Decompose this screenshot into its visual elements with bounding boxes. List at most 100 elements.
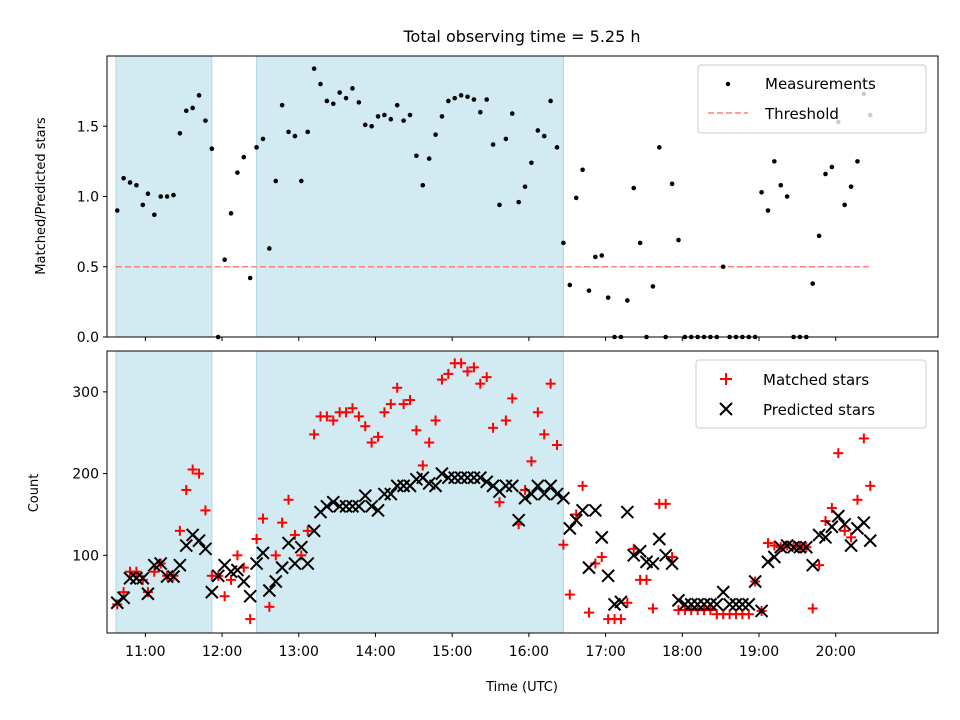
matched-star-point [481,372,492,383]
measurement-point [541,133,547,139]
predicted-star-point [116,591,131,605]
matched-star-point [846,532,857,543]
measurement-point [829,164,835,170]
predicted-star-point [281,536,296,550]
matched-star-point [641,574,652,585]
matched-star-point [833,448,844,459]
measurement-point [573,195,579,201]
measurement-point [759,189,764,195]
matched-star-point [552,440,563,450]
bottom-y-axis-label: Count [27,474,42,513]
matched-star-point [245,614,256,625]
predicted-star-point [710,597,724,612]
predicted-star-point [441,470,456,485]
matched-star-point [194,468,205,479]
predicted-star-point [262,583,277,598]
x-tick-label: 20:00 [816,644,856,660]
matched-star-point [187,464,198,475]
x-tick-label: 19:00 [739,644,779,660]
predicted-star-point [563,521,577,536]
predicted-star-point [844,538,858,553]
measurement-point [471,97,477,102]
matched-star-point [417,460,428,471]
predicted-star-point [837,517,852,531]
matched-star-point [341,407,352,418]
measurement-point [478,109,483,115]
predicted-star-point [582,560,596,575]
matched-star-point [360,421,371,432]
predicted-star-point [198,542,213,556]
matched-star-point [462,366,473,377]
predicted-star-point [767,550,782,564]
measurement-point [656,145,662,150]
predicted-star-point [428,479,443,493]
measurement-point [426,156,432,161]
measurement-point [848,184,854,189]
predicted-star-point [249,556,264,571]
matched-star-point [257,513,268,524]
top-shaded-intervals [115,55,564,338]
measurement-point [554,145,560,150]
matched-star-point [149,566,160,577]
x-tick-label: 18:00 [662,644,702,660]
measurement-point [650,284,656,289]
measurement-point [599,253,605,258]
measurement-point [228,211,234,216]
predicted-star-point [179,538,193,553]
bottom-shaded-intervals [115,350,564,634]
predicted-star-point [658,548,673,563]
measurement-point [535,128,541,133]
bottom-legend-box [695,359,927,429]
measurement-point [177,130,183,136]
x-tick-label: 12:00 [202,644,242,660]
legend-dot-marker [725,81,731,87]
matched-star-point [647,603,658,614]
matched-star-point [366,437,377,448]
predicted-star-point [136,571,150,585]
predicted-star-point [479,475,494,489]
measurement-point [855,159,860,164]
matched-star-point [118,587,129,598]
matched-star-point [507,393,518,404]
matched-star-point [328,415,339,426]
bottom-x-ticks: 11:00 12:00 13:00 14:00 15:00 16:00 17:00 18:00… [125,633,856,660]
predicted-star-point [729,597,743,612]
top-shaded-interval [115,55,213,338]
measurement-point [484,97,490,102]
matched-star-point [532,407,543,418]
matched-star-point [232,550,243,561]
matched-star-point [411,425,422,436]
bottom-y-ticks: 100 200 300 [72,385,107,564]
matched-star-point [705,605,716,616]
x-tick-label: 15:00 [432,644,472,660]
predicted-star-point [799,540,814,554]
predicted-star-point [230,563,245,577]
predicted-star-point [524,487,539,501]
measurement-point [452,95,458,101]
legend-label-measurements: Measurements [765,75,876,93]
predicted-star-point [614,595,628,609]
predicted-star-point [332,499,347,514]
matched-star-point [398,399,409,410]
measurement-point [561,240,566,246]
matched-star-point [181,484,192,495]
matched-star-point [174,525,185,536]
predicted-star-point [505,479,519,493]
top-series [114,66,873,340]
matched-star-point [826,502,837,513]
matched-star-point [564,589,575,600]
matched-star-point [142,587,153,598]
bottom-legend: Matched stars Predicted stars [695,359,927,429]
measurement-point [140,202,146,208]
top-y-tick-label: 0.0 [77,330,99,346]
predicted-star-point [275,560,289,575]
measurement-point [114,208,120,213]
top-legend: Measurements Threshold [697,64,927,134]
predicted-star-point [518,491,532,505]
measurement-point [669,181,675,187]
measurement-point [631,185,637,191]
measurement-point [382,112,387,118]
predicted-star-point [588,503,603,518]
matched-star-point [475,378,486,389]
x-tick-label: 11:00 [125,644,165,660]
